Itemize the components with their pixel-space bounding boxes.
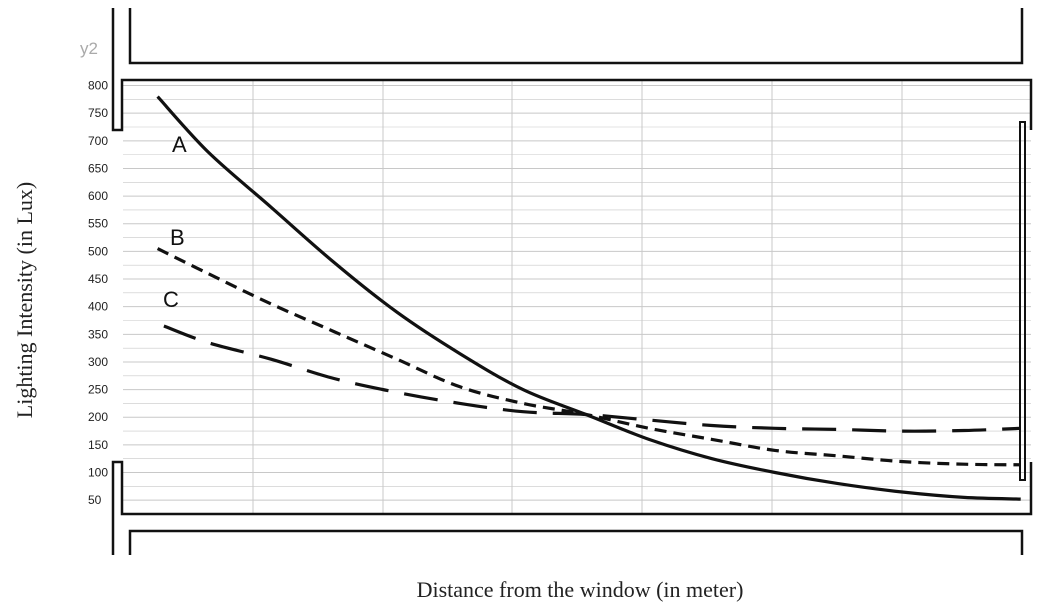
series-labels: A B C (163, 132, 187, 312)
series-b-line (156, 247, 1021, 467)
y-tick-label: 300 (88, 355, 108, 369)
series-b-label: B (170, 225, 185, 250)
y-tick-label: 650 (88, 161, 108, 175)
series-c-label: C (163, 287, 179, 312)
y-tick-label: 150 (88, 438, 108, 452)
y-tick-label: 250 (88, 383, 108, 397)
series-a-label: A (172, 132, 187, 157)
frame-line (128, 529, 1024, 555)
y-tick-label: 700 (88, 134, 108, 148)
window-frame (111, 8, 1033, 555)
series-lines (156, 95, 1021, 501)
window-pane (1019, 121, 1026, 481)
corner-label: y2 (80, 39, 98, 58)
y-tick-labels: 50 100 150 200 250 300 350 400 450 500 550 600 650 70… (88, 79, 108, 508)
y-tick-label: 200 (88, 410, 108, 424)
y-tick-label: 800 (88, 79, 108, 93)
series-c-line (163, 324, 1021, 433)
frame-line (111, 8, 1033, 132)
y-tick-label: 500 (88, 244, 108, 258)
frame-line (111, 460, 1033, 555)
y-tick-label: 450 (88, 272, 108, 286)
y-tick-label: 350 (88, 327, 108, 341)
frame-line (128, 8, 1024, 65)
y-tick-label: 50 (88, 493, 102, 507)
grid-lines (123, 80, 1031, 514)
y-tick-label: 600 (88, 189, 108, 203)
y-axis-label: Lighting Intensity (in Lux) (12, 182, 37, 418)
y-tick-label: 100 (88, 466, 108, 480)
y-tick-label: 400 (88, 300, 108, 314)
y-tick-label: 750 (88, 106, 108, 120)
x-axis-label: Distance from the window (in meter) (417, 577, 744, 602)
y-tick-label: 550 (88, 217, 108, 231)
series-a-line (156, 95, 1021, 501)
